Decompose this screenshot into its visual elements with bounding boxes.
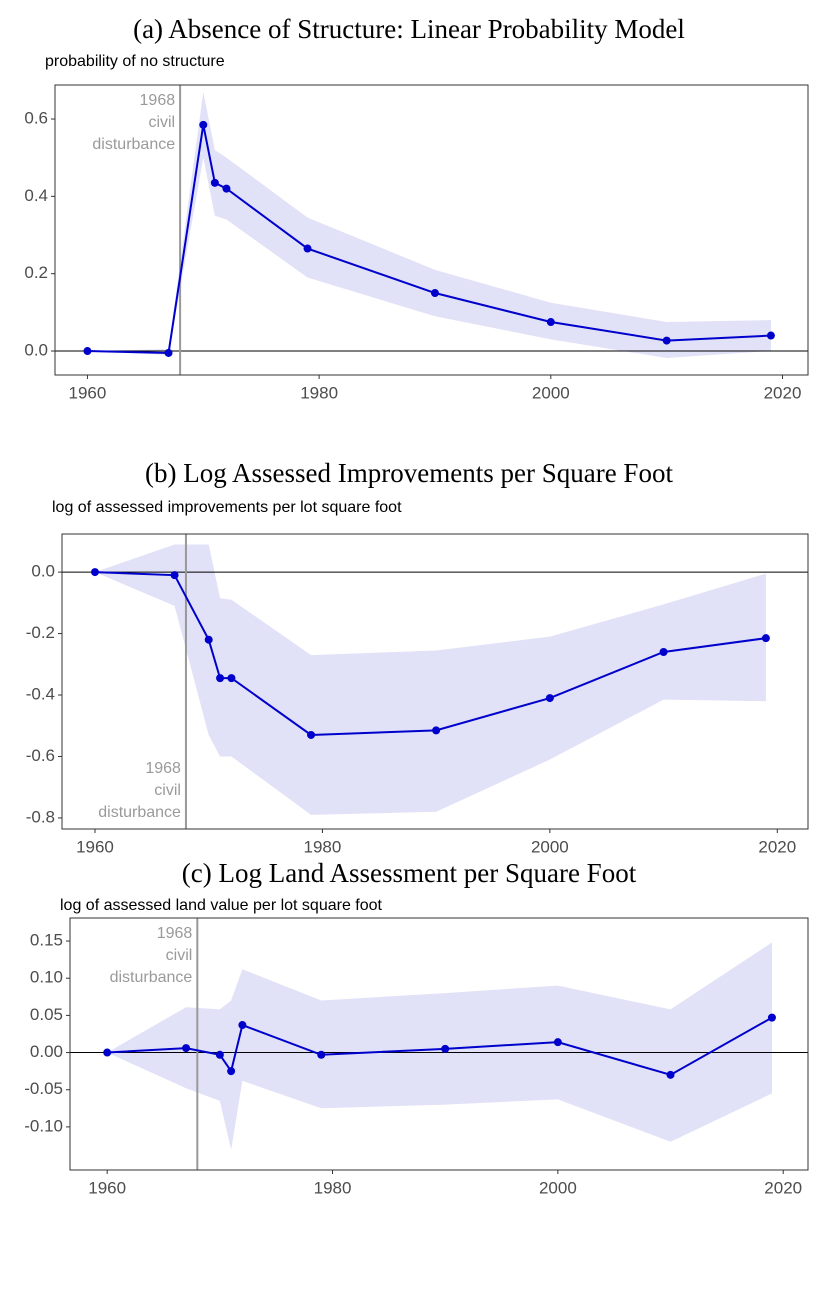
x-tick-label: 2020 [758,837,796,856]
data-point [164,348,173,357]
y-tick-label: 0.00 [30,1042,63,1061]
x-tick-label: 2020 [764,383,802,402]
x-tick-label: 1980 [314,1178,352,1197]
data-point [303,244,312,253]
confidence-band [87,91,771,358]
y-tick-label: 0.0 [31,562,55,581]
data-point [546,318,555,327]
x-tick-label: 2020 [764,1178,802,1197]
data-point [766,331,775,340]
data-point [222,184,231,193]
data-point [170,571,179,580]
y-tick-label: -0.8 [26,807,55,826]
chart-title: (b) Log Assessed Improvements per Square… [145,458,673,488]
data-point [307,730,316,739]
y-axis-label: probability of no structure [45,53,225,70]
plot-frame [61,533,809,830]
annotation: 1968 [157,925,193,942]
y-tick-label: -0.6 [26,746,55,765]
y-tick-label: -0.10 [24,1116,63,1135]
data-point [199,120,208,129]
confidence-band [94,544,766,815]
data-point [441,1044,450,1053]
data-point [666,1070,675,1079]
series-line [107,1016,773,1076]
data-point [215,1050,224,1059]
data-point [204,635,213,644]
series-line [94,571,767,736]
x-tick-label: 1960 [88,1178,126,1197]
data-point [553,1038,562,1047]
y-tick-label: -0.4 [26,685,55,704]
data-point [210,178,219,187]
y-tick-label: 0.15 [30,931,63,950]
y-tick-label: 0.6 [24,109,48,128]
data-point [182,1044,191,1053]
annotation: disturbance [92,136,175,153]
y-tick-label: 0.4 [24,186,48,205]
y-tick-label: 0.10 [30,968,63,987]
data-point [238,1021,247,1030]
data-point [227,674,236,683]
confidence-band [107,942,772,1150]
x-tick-label: 1960 [76,837,114,856]
series-line [87,124,771,354]
y-axis-label: log of assessed land value per lot squar… [60,897,383,914]
annotation: civil [154,782,181,799]
x-tick-label: 2000 [531,837,569,856]
chart-title: (a) Absence of Structure: Linear Probabi… [133,14,685,44]
annotation: 1968 [145,760,181,777]
data-point [317,1050,326,1059]
data-point [767,1013,776,1022]
x-tick-label: 1960 [69,383,107,402]
data-point [659,648,668,656]
annotation: 1968 [140,92,176,109]
data-point [90,568,99,577]
x-tick-label: 1980 [304,837,342,856]
annotation: disturbance [110,969,193,986]
data-point [103,1048,112,1057]
data-point [430,289,439,298]
data-point [662,336,671,345]
y-tick-label: 0.2 [24,263,48,282]
data-point [227,1067,236,1076]
chart-title: (c) Log Land Assessment per Square Foot [182,858,637,888]
plot-frame [69,917,809,1171]
data-point [216,674,225,683]
data-point [432,726,441,735]
data-point [761,634,770,643]
data-point [83,347,92,356]
x-tick-label: 2000 [532,383,570,402]
annotation: civil [148,114,175,131]
annotation: disturbance [98,804,181,821]
x-tick-label: 1980 [300,383,338,402]
annotation: civil [166,947,193,964]
y-axis-label: log of assessed improvements per lot squ… [52,499,402,516]
y-tick-label: -0.05 [24,1079,63,1098]
y-tick-label: 0.0 [24,341,48,360]
y-tick-label: 0.05 [30,1005,63,1024]
x-tick-label: 2000 [539,1178,577,1197]
data-point [545,694,554,703]
plot-frame [54,84,809,376]
y-tick-label: -0.2 [26,623,55,642]
